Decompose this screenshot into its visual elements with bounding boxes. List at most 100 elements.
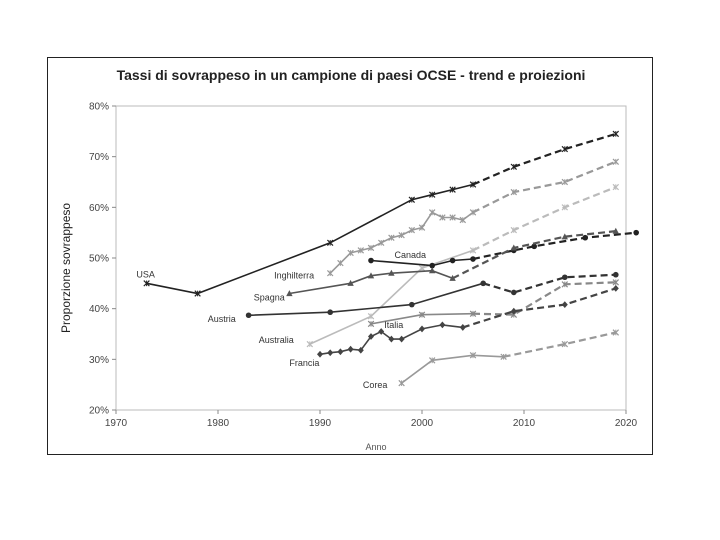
series-projection-austria [482,273,616,294]
series-label-usa: USA [136,269,155,279]
data-point [368,257,374,264]
series-label-italia: Italia [384,320,403,330]
projected-point [510,226,518,234]
series-projection-francia [462,287,617,329]
data-point [439,321,446,329]
x-tick-label: 2010 [513,418,536,429]
projected-point [561,178,569,186]
x-tick-label: 1990 [309,418,332,429]
series-layer [143,130,639,387]
projected-point [561,340,569,348]
projected-point [561,301,568,309]
data-point [286,290,293,297]
series-label-corea: Corea [363,380,388,390]
data-point [469,352,477,359]
data-point [398,231,405,239]
data-point [368,333,374,340]
series-corea [398,329,620,387]
data-point [469,247,477,254]
data-point [459,324,466,331]
data-point [317,350,323,358]
data-point [306,340,314,348]
projected-point [561,233,568,240]
data-point [428,209,436,216]
projected-point [612,158,620,165]
data-point [449,257,456,264]
series-projection-italia [472,281,616,316]
series-label-canada: Canada [394,250,426,260]
data-point [398,335,405,343]
series-projection-canada [472,231,637,261]
data-point [470,256,476,262]
data-point [337,348,344,356]
projected-point [612,285,619,292]
x-tick-label: 2000 [411,418,434,429]
projected-point [510,163,518,171]
series-spagna [286,227,619,297]
data-point [245,312,252,319]
data-point [347,345,354,353]
series-label-francia: Francia [289,358,319,368]
series-projection-spagna [452,230,616,280]
series-projection-usa [472,132,617,186]
projected-point [612,130,620,138]
data-point [449,186,456,193]
data-point [326,269,334,277]
y-tick-label: 30% [89,355,109,366]
y-tick-label: 80% [89,102,109,113]
data-point [388,234,395,241]
x-tick-label: 1970 [105,418,128,429]
data-point [357,247,365,254]
projected-point [561,204,569,211]
series-usa [143,130,620,297]
data-point [367,313,375,320]
series-australia [306,183,620,348]
projected-point [510,244,517,251]
projected-point [612,329,620,336]
data-point [409,301,415,308]
series-francia [317,285,619,358]
projected-point [612,279,620,286]
data-point [347,279,354,286]
projected-point [561,281,569,288]
series-line-austria [248,282,484,317]
series-line-australia [309,249,474,345]
series-label-austria: Austria [208,314,236,324]
series-line-canada [370,258,474,267]
series-austria [245,271,619,319]
data-point [378,328,385,335]
x-axis-label: Anno [365,442,386,452]
data-point [408,196,416,203]
data-point [367,320,375,328]
data-point [500,353,507,361]
data-point [469,310,477,317]
data-point [428,357,436,364]
y-tick-label: 60% [89,203,109,214]
data-point [194,290,201,297]
y-tick-label: 40% [89,304,109,315]
data-point [398,379,405,387]
series-projection-corea [503,331,617,358]
projected-point [582,234,588,241]
data-point [357,346,364,354]
data-point [418,224,426,231]
y-tick-label: 70% [89,152,109,163]
projected-point [531,243,537,250]
series-inghilterra [326,158,620,277]
labels-layer: USA Canada Inghilterra Spagna Austria Italia A… [136,250,426,390]
data-point [469,209,477,216]
data-point [388,269,395,276]
data-point [439,214,446,221]
x-tick-label: 1980 [207,418,230,429]
data-point [347,249,354,257]
data-point [327,349,334,357]
data-point [428,191,436,198]
data-point [449,214,456,221]
data-point [469,181,477,188]
data-point [480,280,487,287]
data-point [367,272,375,279]
y-axis-label: Proporzione sovrappeso [59,203,73,333]
series-italia [367,279,620,328]
data-point [388,335,395,343]
projected-point [633,229,639,236]
